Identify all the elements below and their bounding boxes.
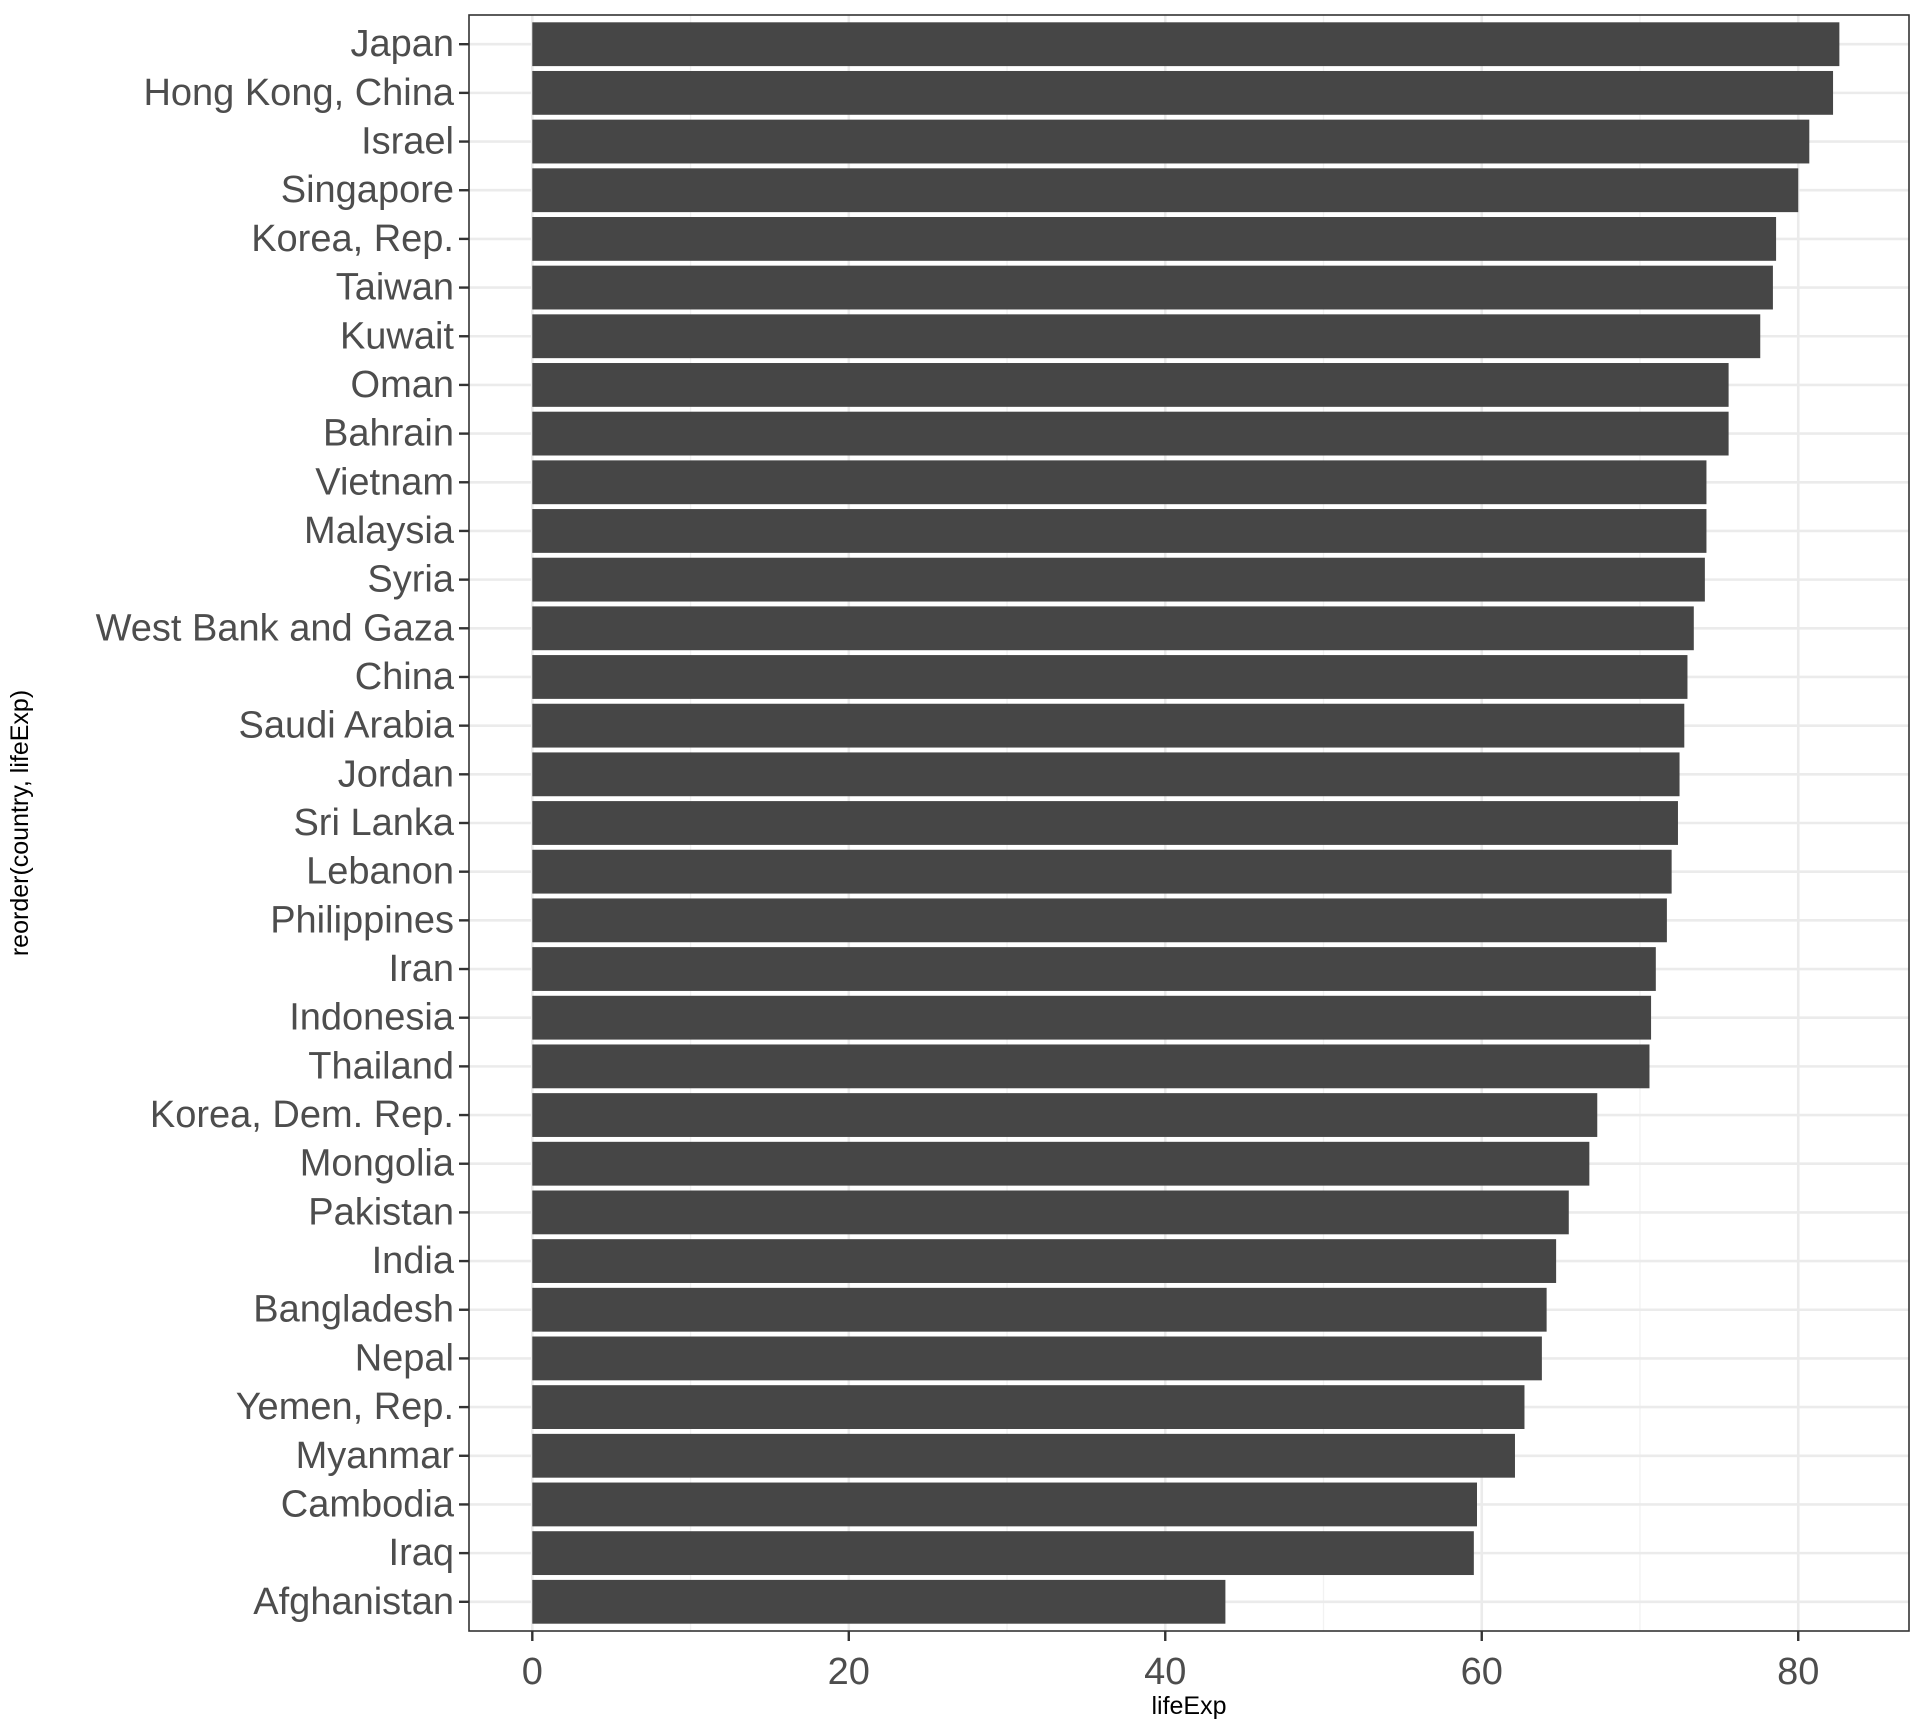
x-tick-label: 0 <box>522 1651 543 1693</box>
y-tick-label: Taiwan <box>336 267 454 309</box>
bar-hong-kong-china <box>532 70 1834 115</box>
y-tick-label: Kuwait <box>340 315 454 357</box>
y-axis-title: reorder(country, lifeExp) <box>6 690 34 956</box>
bar-korea-dem-rep <box>532 1093 1598 1137</box>
bar-afghanistan <box>532 1579 1226 1624</box>
y-tick-label: Korea, Rep. <box>251 218 454 260</box>
bar-vietnam <box>532 460 1707 505</box>
y-tick-label: Jordan <box>338 753 454 795</box>
bar-philippines <box>532 898 1667 943</box>
y-tick-label: Thailand <box>308 1045 454 1087</box>
bar-india <box>532 1239 1557 1283</box>
bar-israel <box>532 119 1810 164</box>
y-tick-label: Philippines <box>270 899 454 941</box>
bar-oman <box>532 363 1729 407</box>
y-tick-label: Singapore <box>281 169 454 211</box>
y-tick-label: Sri Lanka <box>293 802 454 844</box>
y-tick-label: Cambodia <box>281 1483 455 1525</box>
bar-japan <box>532 22 1840 67</box>
bar-bangladesh <box>532 1287 1547 1332</box>
bar-west-bank-and-gaza <box>532 606 1694 651</box>
bars <box>532 22 1840 1624</box>
y-tick-label: West Bank and Gaza <box>96 607 455 649</box>
y-tick-label: China <box>355 656 455 698</box>
x-tick-label: 40 <box>1144 1651 1186 1693</box>
bar-cambodia <box>532 1482 1477 1527</box>
y-tick-label: Saudi Arabia <box>239 705 455 747</box>
y-tick-label: Bangladesh <box>253 1289 454 1331</box>
bar-mongolia <box>532 1141 1590 1186</box>
bar-myanmar <box>532 1433 1515 1478</box>
y-tick-label: Iraq <box>389 1532 454 1574</box>
y-tick-label: Pakistan <box>308 1191 454 1233</box>
bar-malaysia <box>532 509 1707 553</box>
y-tick-label: Lebanon <box>306 851 454 893</box>
bar-thailand <box>532 1044 1650 1089</box>
bar-iraq <box>532 1531 1474 1576</box>
y-tick-label: Myanmar <box>296 1435 455 1477</box>
y-tick-label: Israel <box>361 121 454 163</box>
bar-kuwait <box>532 314 1761 359</box>
bar-lebanon <box>532 849 1672 894</box>
bar-pakistan <box>532 1190 1569 1235</box>
bar-korea-rep <box>532 217 1777 261</box>
x-tick-label: 60 <box>1461 1651 1503 1693</box>
y-tick-label: Nepal <box>355 1337 454 1379</box>
y-tick-label: Hong Kong, China <box>143 72 454 114</box>
bar-saudi-arabia <box>532 703 1685 748</box>
bar-china <box>532 655 1688 699</box>
bar-sri-lanka <box>532 801 1678 845</box>
y-tick-label: Bahrain <box>323 413 454 455</box>
y-tick-label: Mongolia <box>300 1143 455 1185</box>
x-tick-label: 80 <box>1777 1651 1819 1693</box>
bar-bahrain <box>532 411 1729 456</box>
bar-indonesia <box>532 995 1652 1040</box>
y-tick-label: Vietnam <box>315 461 454 503</box>
bar-nepal <box>532 1336 1542 1381</box>
bar-syria <box>532 557 1705 602</box>
y-tick-label: Indonesia <box>289 997 455 1039</box>
y-tick-label: Malaysia <box>304 510 455 552</box>
y-tick-label: Korea, Dem. Rep. <box>150 1094 454 1136</box>
bar-singapore <box>532 168 1799 213</box>
axes: Japan Hong Kong, China Israel Singapore Kore… <box>96 23 1820 1693</box>
y-tick-label: Japan <box>350 23 454 65</box>
y-tick-label: India <box>372 1240 455 1282</box>
y-tick-label: Iran <box>389 948 454 990</box>
bar-taiwan <box>532 265 1773 310</box>
y-tick-label: Afghanistan <box>253 1581 454 1623</box>
y-tick-label: Yemen, Rep. <box>236 1386 454 1428</box>
x-tick-label: 20 <box>828 1651 870 1693</box>
bar-iran <box>532 947 1656 991</box>
bar-jordan <box>532 752 1680 797</box>
x-axis-title: lifeExp <box>1151 1692 1226 1720</box>
y-tick-label: Oman <box>351 364 454 406</box>
bar-yemen-rep <box>532 1385 1525 1429</box>
y-tick-label: Syria <box>367 559 454 601</box>
